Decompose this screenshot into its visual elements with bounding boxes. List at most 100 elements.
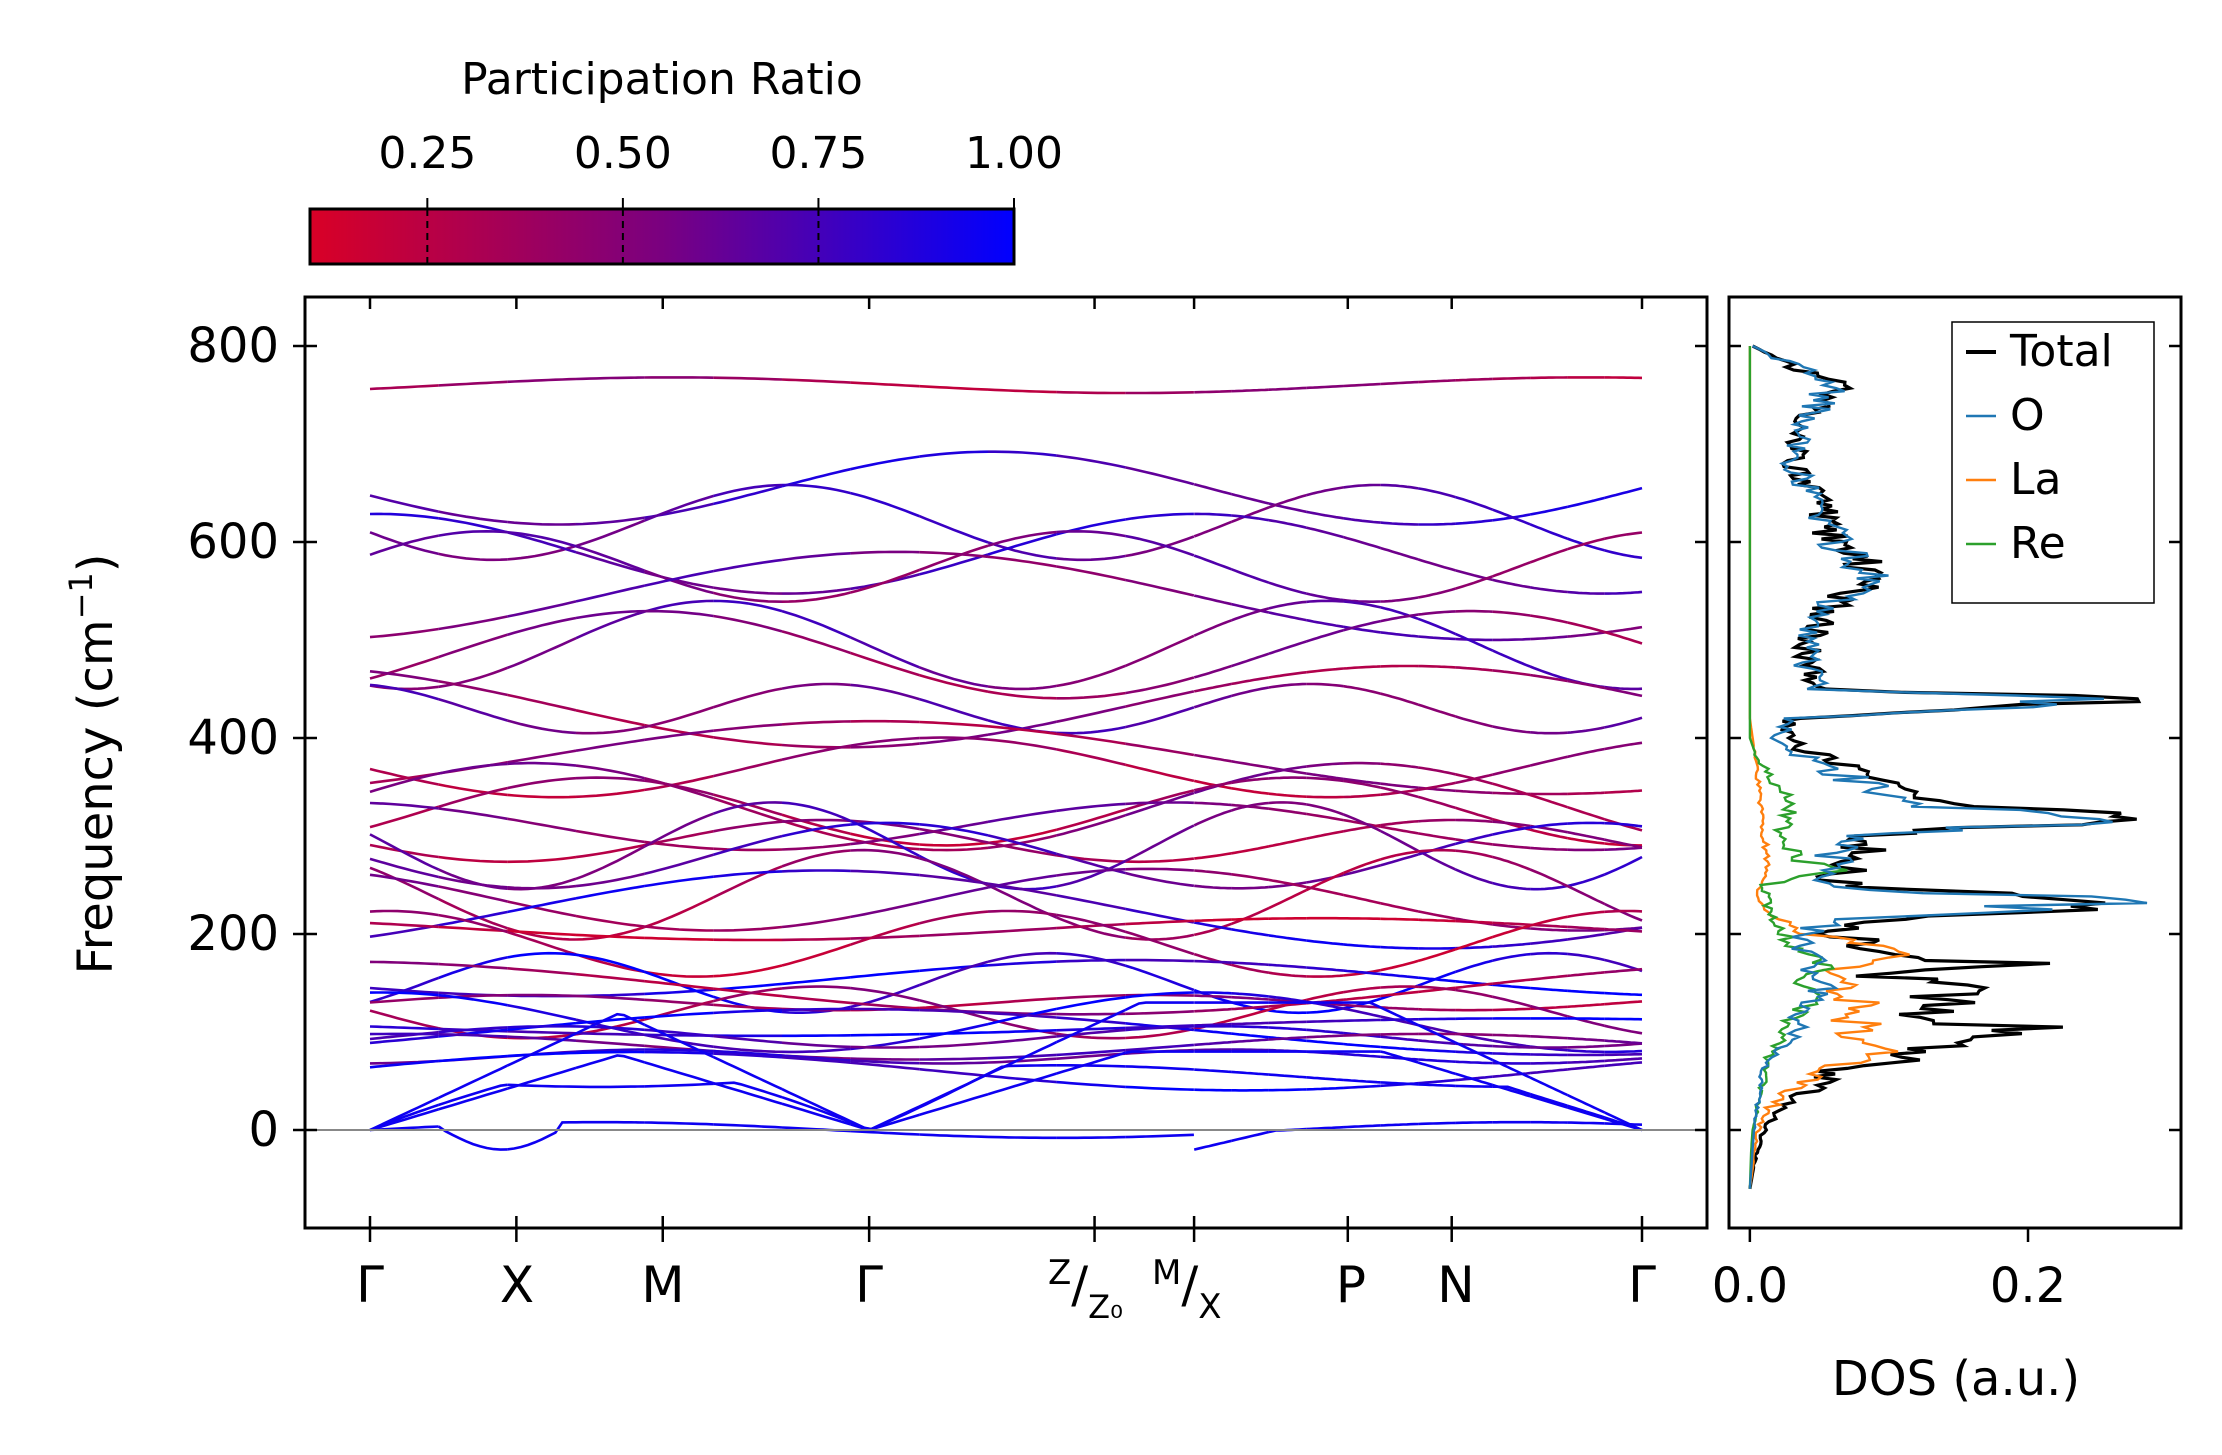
- imaginary-mode-band: [919, 1133, 989, 1139]
- imaginary-mode-band: [437, 1125, 508, 1151]
- phonon-band: [644, 774, 714, 792]
- phonon-band: [1231, 771, 1270, 784]
- phonon-band: [644, 609, 714, 618]
- phonon-band: [507, 793, 577, 799]
- phonon-band: [1056, 868, 1126, 877]
- phonon-band: [575, 845, 646, 881]
- phonon-band: [1567, 496, 1606, 509]
- phonon-band: [1604, 1061, 1643, 1068]
- phonon-band: [1125, 690, 1195, 708]
- phonon-band: [1604, 909, 1643, 914]
- phonon-band: [1417, 587, 1456, 599]
- phonon-band: [1306, 1019, 1344, 1024]
- phonon-band: [575, 1039, 645, 1048]
- phonon-band: [369, 991, 439, 997]
- phonon-band: [781, 842, 851, 851]
- phonon-band: [1268, 386, 1307, 391]
- phonon-band: [1194, 918, 1232, 923]
- acoustic-band: [918, 1092, 989, 1117]
- phonon-band: [644, 1050, 714, 1055]
- phonon-band: [781, 849, 851, 868]
- dos-curves: [1748, 344, 2148, 1190]
- acoustic-band: [850, 1105, 920, 1131]
- phonon-band: [1056, 958, 1126, 963]
- phonon-band: [850, 934, 920, 940]
- phonon-band: [438, 910, 508, 927]
- phonon-band: [1056, 1026, 1126, 1032]
- phonon-band: [1343, 986, 1381, 994]
- phonon-band: [850, 719, 920, 724]
- phonon-band: [919, 384, 989, 391]
- phonon-band: [1455, 833, 1494, 846]
- phonon-band: [507, 693, 577, 712]
- phonon-band: [1567, 932, 1605, 941]
- phonon-band: [369, 494, 439, 513]
- phonon-band: [850, 683, 920, 701]
- phonon-band: [919, 1031, 989, 1036]
- phonon-band: [1124, 789, 1195, 811]
- phonon-band: [1418, 1017, 1456, 1021]
- phonon-band: [644, 853, 714, 876]
- phonon-band: [1380, 631, 1419, 638]
- acoustic-band: [1231, 1070, 1270, 1076]
- phonon-band: [1529, 547, 1568, 564]
- phonon-band: [506, 531, 577, 554]
- y-axis-label: Frequency (cm−1): [62, 553, 124, 974]
- phonon-band: [1417, 1039, 1456, 1045]
- phonon-band: [1231, 492, 1270, 505]
- phonon-band: [1380, 786, 1419, 799]
- phonon-band: [507, 1003, 577, 1021]
- phonon-band: [1604, 902, 1643, 922]
- phonon-band: [713, 376, 783, 381]
- phonon-band: [1417, 970, 1456, 987]
- phonon-band: [1124, 824, 1195, 863]
- k-path-ticks: [368, 297, 1644, 1242]
- phonon-band: [644, 569, 714, 587]
- phonon-band: [1124, 763, 1195, 783]
- phonon-band: [1417, 558, 1456, 572]
- phonon-band: [369, 805, 440, 829]
- phonon-band: [1231, 961, 1270, 967]
- phonon-band: [781, 378, 851, 384]
- acoustic-band: [1056, 1008, 1126, 1044]
- phonon-band: [850, 1007, 920, 1012]
- phonon-band: [1417, 848, 1456, 853]
- y-axis-ticks: 800 600 400 200 0: [187, 318, 1707, 1158]
- colorbar-tick-label: 0.75: [769, 128, 867, 179]
- acoustic-band: [712, 1055, 783, 1091]
- phonon-band: [1418, 522, 1456, 526]
- kpoint-label-gamma-2: Γ: [855, 1256, 883, 1314]
- phonon-band: [369, 843, 439, 859]
- phonon-band: [575, 376, 645, 381]
- phonon-band: [575, 1048, 645, 1053]
- phonon-band: [1306, 974, 1344, 978]
- phonon-band: [369, 801, 439, 810]
- phonon-band: [369, 512, 439, 520]
- acoustic-band: [369, 1096, 440, 1132]
- band-axes-frame: [303, 295, 1709, 1230]
- phonon-band: [1417, 832, 1456, 841]
- phonon-band: [1194, 852, 1232, 860]
- phonon-band: [1492, 649, 1531, 668]
- phonon-band: [782, 483, 851, 495]
- phonon-band: [850, 1045, 920, 1049]
- acoustic-band: [1566, 1104, 1606, 1119]
- phonon-band: [1056, 922, 1126, 930]
- phonon-band: [1306, 795, 1344, 799]
- phonon-band: [438, 962, 508, 970]
- phonon-band: [644, 599, 714, 613]
- dos-curve-total: [1748, 344, 2142, 1190]
- phonon-band: [1529, 986, 1568, 993]
- phonon-band: [1268, 963, 1307, 969]
- phonon-band: [1530, 635, 1568, 641]
- phonon-band: [918, 514, 989, 544]
- phonon-band: [987, 997, 1057, 1005]
- acoustic-band: [1417, 1023, 1456, 1044]
- phonon-band: [1305, 812, 1344, 822]
- phonon-band: [644, 936, 714, 941]
- phonon-band: [1231, 676, 1270, 686]
- legend-frame: [1951, 321, 2155, 604]
- phonon-band: [1567, 747, 1605, 759]
- kpoint-label-m-top: M: [1152, 1253, 1181, 1293]
